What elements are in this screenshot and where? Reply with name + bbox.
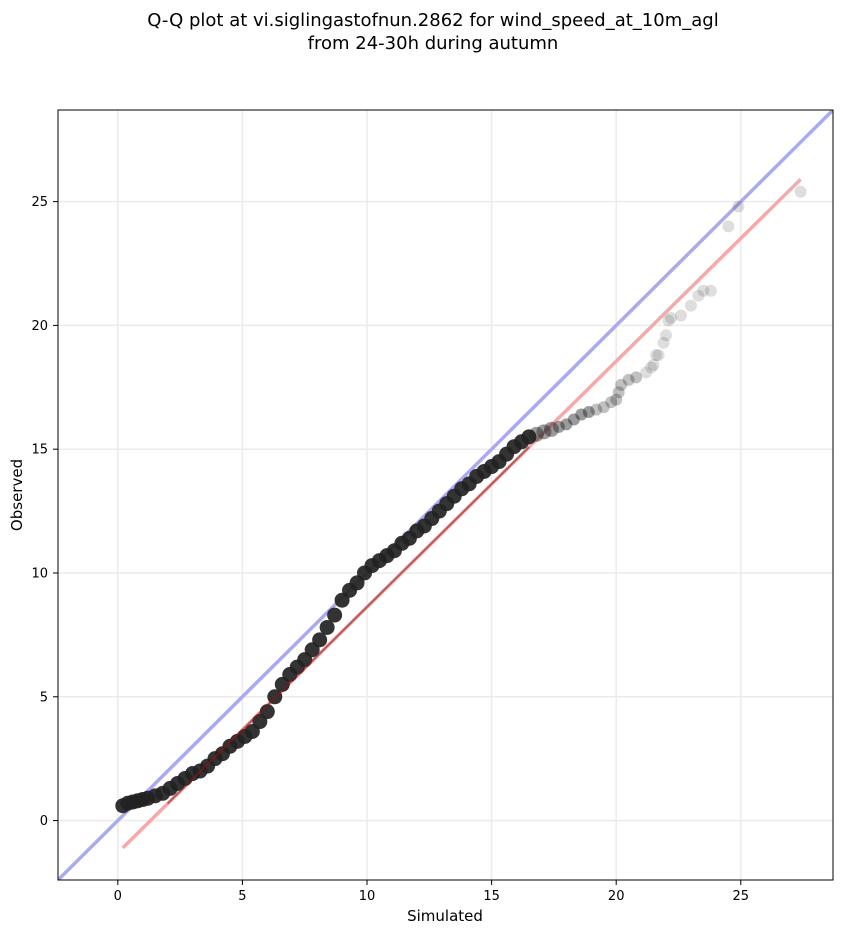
y-tick-label: 0 (40, 814, 48, 829)
data-point (521, 429, 537, 445)
y-tick: 20 (31, 319, 58, 334)
data-point (794, 185, 807, 198)
fit-line-overlay (166, 446, 530, 805)
x-axis-ticks: 0 5 10 15 20 25 (114, 880, 749, 904)
data-point (622, 373, 635, 386)
data-point (528, 426, 544, 442)
data-point (647, 359, 660, 372)
data-point (605, 396, 618, 409)
data-point (312, 632, 328, 648)
data-point (615, 378, 628, 391)
data-point (665, 311, 678, 324)
y-tick-label: 10 (31, 566, 48, 581)
data-point (692, 289, 705, 302)
y-tick: 5 (40, 690, 58, 705)
x-tick: 10 (359, 880, 376, 904)
x-tick-label: 10 (359, 889, 376, 904)
data-point (319, 619, 335, 635)
x-tick-label: 20 (608, 889, 625, 904)
x-tick: 25 (733, 880, 750, 904)
x-tick: 0 (114, 880, 122, 904)
data-point (650, 349, 663, 362)
identity-line (58, 110, 833, 880)
y-axis-label: Observed (8, 459, 26, 531)
chart-subtitle: from 24-30h during autumn (308, 33, 559, 54)
y-tick-label: 25 (31, 195, 48, 210)
data-point (552, 420, 565, 433)
fit-line-dense (166, 446, 530, 805)
y-tick-label: 5 (40, 690, 48, 705)
x-tick-label: 25 (733, 889, 750, 904)
data-point (582, 406, 595, 419)
y-tick: 25 (31, 195, 58, 210)
y-axis-ticks: 0 5 10 15 20 25 (31, 195, 58, 829)
data-point (674, 309, 687, 322)
data-points (115, 185, 807, 814)
data-point (732, 200, 745, 213)
x-tick: 20 (608, 880, 625, 904)
data-point (657, 336, 670, 349)
data-point (327, 607, 343, 623)
x-axis-label: Simulated (407, 907, 483, 925)
data-point (722, 220, 735, 233)
data-point (590, 403, 603, 416)
x-tick: 15 (483, 880, 500, 904)
y-tick: 10 (31, 566, 58, 581)
data-point (652, 349, 665, 362)
data-point (567, 413, 580, 426)
x-tick: 5 (238, 880, 247, 904)
data-point (536, 424, 552, 440)
x-tick-label: 0 (114, 889, 122, 904)
data-point (662, 314, 675, 327)
reference-lines (58, 110, 833, 880)
data-point (704, 284, 717, 297)
data-point (660, 329, 673, 342)
data-point (610, 393, 623, 406)
x-tick-label: 15 (483, 889, 500, 904)
data-point (630, 371, 643, 384)
data-point (697, 284, 710, 297)
plot-frame (57, 109, 834, 881)
data-point (684, 299, 697, 312)
chart-title: Q-Q plot at vi.siglingastofnun.2862 for … (147, 10, 718, 31)
data-point (575, 408, 588, 421)
data-point (560, 418, 573, 431)
y-tick: 0 (40, 814, 58, 829)
data-point (645, 361, 658, 374)
data-point (543, 421, 559, 437)
y-tick-label: 15 (31, 443, 48, 458)
x-tick-label: 5 (238, 889, 246, 904)
data-point (597, 401, 610, 414)
y-tick: 15 (31, 443, 58, 458)
data-point (640, 366, 653, 379)
data-point (612, 386, 625, 399)
y-tick-label: 20 (31, 319, 48, 334)
